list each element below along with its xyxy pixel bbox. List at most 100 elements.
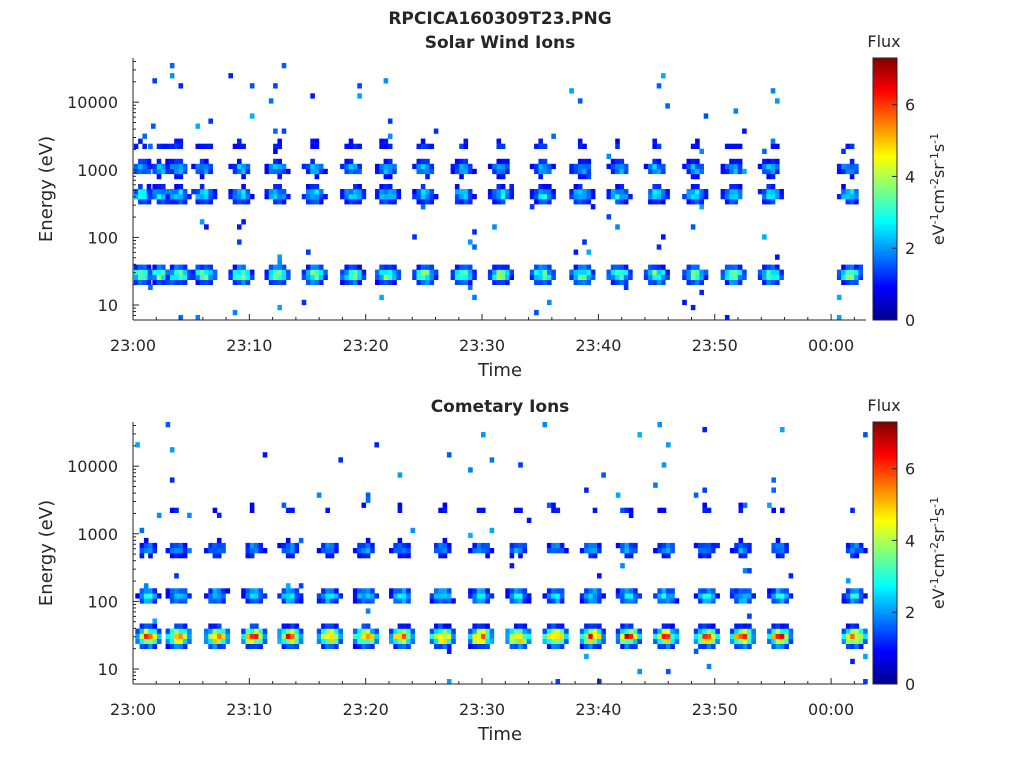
heatmap-cell (169, 199, 175, 205)
heatmap-cell (624, 507, 630, 513)
heatmap-cell (738, 598, 744, 604)
heatmap-cell (492, 168, 497, 175)
heatmap-cell (325, 598, 330, 604)
heatmap-cell (348, 168, 354, 175)
heatmap-cell (496, 184, 502, 190)
heatmap-cell (165, 274, 171, 280)
heatmap-cell (496, 199, 502, 205)
heatmap-cell (268, 274, 274, 280)
heatmap-cell (505, 168, 510, 175)
heatmap-cell (148, 189, 153, 195)
heatmap-cell (661, 462, 667, 468)
heatmap-cell (555, 638, 561, 644)
heatmap-cell (374, 628, 379, 634)
heatmap-cell (264, 194, 270, 200)
heatmap-cell (329, 598, 335, 604)
heatmap-cell (397, 548, 403, 554)
heatmap-cell (438, 588, 443, 594)
heatmap-cell (775, 163, 780, 170)
heatmap-cell (412, 189, 417, 195)
heatmap-cell (729, 143, 734, 149)
heatmap-cell (619, 184, 625, 190)
heatmap-cell (281, 163, 287, 170)
heatmap-cell (742, 598, 748, 604)
heatmap-cell (285, 643, 291, 649)
heatmap-cell (294, 623, 300, 629)
heatmap-cell (534, 274, 539, 280)
heatmap-cell (850, 623, 855, 629)
heatmap-cell (397, 542, 403, 549)
heatmap-cell (467, 264, 473, 270)
heatmap-cell (836, 194, 842, 200)
heatmap-cell (711, 598, 716, 604)
heatmap-cell (379, 143, 384, 149)
heatmap-cell (628, 512, 634, 518)
heatmap-cell (467, 239, 473, 245)
heatmap-cell (526, 638, 532, 644)
x-axis-label: Time (477, 724, 522, 745)
heatmap-cell (285, 507, 291, 513)
heatmap-cell (686, 264, 692, 270)
heatmap-cell (854, 269, 859, 275)
heatmap-cell (463, 269, 469, 275)
heatmap-cell (775, 269, 780, 275)
heatmap-cell (522, 643, 528, 649)
heatmap-cell (845, 274, 851, 280)
heatmap-cell (321, 643, 326, 649)
heatmap-cell (379, 138, 384, 144)
heatmap-cell (425, 163, 430, 170)
heatmap-cell (775, 633, 781, 639)
heatmap-cell (321, 593, 326, 599)
heatmap-cell (450, 269, 456, 275)
heatmap-cell (771, 623, 776, 629)
heatmap-cell (577, 264, 583, 270)
heatmap-cell (321, 623, 326, 629)
heatmap-cell (579, 593, 585, 599)
heatmap-cell (434, 542, 439, 549)
heatmap-cell (775, 542, 781, 549)
heatmap-cell (412, 194, 417, 200)
heatmap-cell (619, 163, 625, 170)
heatmap-cell (334, 623, 339, 629)
heatmap-cell (579, 638, 585, 644)
heatmap-cell (169, 477, 175, 483)
heatmap-cell (273, 148, 278, 154)
heatmap-cell (174, 138, 179, 144)
heatmap-cell (353, 163, 358, 170)
heatmap-cell (555, 633, 561, 639)
heatmap-cell (232, 194, 238, 200)
heatmap-cell (318, 199, 324, 205)
heatmap-cell (845, 578, 851, 584)
heatmap-cell (199, 269, 205, 275)
heatmap-cell (775, 553, 781, 559)
heatmap-cell (254, 542, 259, 549)
heatmap-cell (661, 623, 667, 629)
heatmap-cell (784, 643, 789, 649)
heatmap-cell (496, 274, 502, 280)
heatmap-cell (610, 274, 616, 280)
heatmap-cell (841, 184, 846, 190)
heatmap-cell (314, 138, 320, 144)
heatmap-cell (737, 274, 743, 280)
heatmap-cell (393, 598, 398, 604)
heatmap-cell (199, 173, 205, 180)
heatmap-cell (237, 264, 242, 270)
heatmap-cell (329, 553, 335, 559)
heatmap-cell (485, 593, 490, 599)
heatmap-cell (208, 168, 213, 175)
heatmap-cell (620, 623, 625, 629)
heatmap-cell (383, 78, 389, 84)
heatmap-cell (724, 315, 730, 321)
heatmap-cell (146, 184, 152, 190)
heatmap-cell (387, 133, 393, 139)
heatmap-cell (500, 168, 506, 175)
heatmap-cell (485, 638, 490, 644)
heatmap-cell (706, 623, 712, 629)
heatmap-cell (775, 588, 781, 594)
heatmap-cell (784, 542, 789, 549)
heatmap-cell (325, 548, 330, 554)
heatmap-cell (551, 189, 556, 195)
heatmap-cell (310, 269, 315, 275)
heatmap-cell (592, 593, 598, 599)
heatmap-cell (695, 143, 700, 149)
